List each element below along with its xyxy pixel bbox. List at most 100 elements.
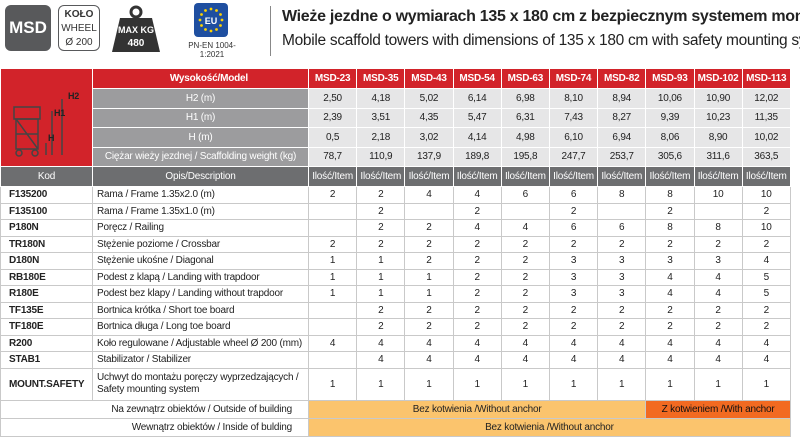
spec-value: 8,27 [597, 107, 647, 129]
spec-label: H (m) [92, 127, 309, 148]
item-desc: Stężenie ukośne / Diagonal [92, 252, 309, 270]
item-qty: 2 [452, 202, 502, 220]
qty-header: Ilość/Item [693, 166, 743, 187]
weight-ring [129, 5, 143, 19]
item-row: RB180E Podest z klapą / Landing with trap… [0, 268, 791, 286]
model-header: MSD-113 [741, 67, 791, 90]
item-qty: 6 [548, 219, 599, 237]
spec-value: 6,31 [500, 107, 550, 129]
item-qty: 2 [741, 235, 791, 253]
item-qty: 2 [356, 318, 406, 336]
item-qty: 4 [693, 268, 743, 286]
item-qty: 4 [597, 351, 647, 369]
item-desc: Poręcz / Railing [92, 219, 309, 237]
item-qty: 4 [356, 334, 406, 352]
spec-value: 305,6 [645, 146, 695, 168]
item-code: STAB1 [0, 351, 93, 369]
table-body: H2 H1 H Wysokość/Model MSD-23 MSD-35 MSD-43 MSD… [0, 67, 791, 437]
qty-header: Ilość/Item [548, 166, 599, 187]
item-code: TF180E [0, 318, 93, 336]
item-desc: Bortnica krótka / Short toe board [92, 301, 309, 319]
badge-text: Ø 200 [65, 37, 93, 48]
weight-icon: MAX KG 480 [112, 5, 160, 52]
item-qty: 4 [741, 351, 791, 369]
qty-header: Ilość/Item [404, 166, 454, 187]
item-qty: 1 [356, 285, 406, 303]
spec-value: 110,9 [356, 146, 406, 168]
spec-value: 5,47 [452, 107, 502, 129]
spec-value: 3,02 [404, 127, 454, 148]
item-qty: 2 [645, 318, 695, 336]
spec-value: 8,06 [645, 127, 695, 148]
model-header: MSD-63 [500, 67, 550, 90]
spec-label: H1 (m) [92, 107, 309, 129]
spec-value: 9,39 [645, 107, 695, 129]
item-desc: Podest z klapą / Landing with trapdoor [92, 268, 309, 286]
item-qty: 2 [356, 301, 406, 319]
item-qty: 2 [500, 301, 550, 319]
item-qty: 2 [356, 186, 406, 204]
item-qty: 3 [548, 285, 599, 303]
spec-row: Ciężar wieży jezdnej / Scaffolding weigh… [1, 146, 791, 168]
title-en: Mobile scaffold towers with dimensions o… [282, 32, 800, 49]
item-qty: 2 [693, 235, 743, 253]
item-qty: 2 [356, 202, 406, 220]
qty-header: Ilość/Item [500, 166, 550, 187]
footer-segment: Bez kotwienia /Without anchor [308, 417, 791, 437]
item-qty: 4 [645, 351, 695, 369]
badge-wheel: KOŁO WHEEL Ø 200 [58, 5, 100, 51]
item-qty [307, 351, 358, 369]
item-qty: 4 [452, 334, 502, 352]
item-qty: 1 [597, 367, 647, 401]
item-qty: 2 [500, 318, 550, 336]
spec-row: H (m) 0,5 2,18 3,02 4,14 4,98 6,10 6,94 8,06 8,90… [1, 127, 791, 148]
item-code: TR180N [0, 235, 93, 253]
item-qty: 2 [693, 301, 743, 319]
item-qty: 3 [597, 268, 647, 286]
item-qty: 2 [452, 252, 502, 270]
model-header: MSD-93 [645, 67, 695, 90]
item-qty: 2 [452, 235, 502, 253]
item-qty: 6 [597, 219, 647, 237]
item-code: R200 [0, 334, 93, 352]
header-row: H2 H1 H Wysokość/Model MSD-23 MSD-35 MSD-43 MSD… [0, 67, 791, 167]
item-row: TF135E Bortnica krótka / Short toe board 2… [0, 301, 791, 319]
item-qty: 4 [693, 351, 743, 369]
item-qty: 3 [693, 252, 743, 270]
spec-value: 6,14 [452, 88, 502, 109]
item-qty: 2 [597, 318, 647, 336]
item-qty: 1 [404, 285, 454, 303]
item-qty: 10 [741, 219, 791, 237]
item-qty: 2 [500, 252, 550, 270]
spec-value: 78,7 [307, 146, 358, 168]
eu-stars [198, 7, 224, 33]
spec-value: 6,10 [548, 127, 599, 148]
item-qty: 4 [500, 219, 550, 237]
diagram-label: H2 [68, 91, 79, 101]
badge-text: WHEEL [61, 23, 97, 34]
diagram-label: H [48, 133, 54, 143]
badge-text: MAX KG [118, 25, 154, 35]
badge-text: 480 [128, 38, 145, 49]
item-qty: 10 [741, 186, 791, 204]
item-qty: 4 [597, 334, 647, 352]
model-header: MSD-74 [548, 67, 599, 90]
item-qty: 8 [645, 186, 695, 204]
item-qty: 1 [307, 252, 358, 270]
item-qty: 1 [741, 367, 791, 401]
item-qty: 8 [597, 186, 647, 204]
item-qty: 2 [597, 301, 647, 319]
eu-badge: EU [194, 3, 228, 37]
footer-row: Na zewnątrz obiektów / Outside of buildi… [0, 399, 791, 419]
item-qty: 1 [645, 367, 695, 401]
spec-value: 11,35 [741, 107, 791, 129]
diagram-cell: H2 H1 H [0, 68, 93, 167]
item-qty: 8 [693, 219, 743, 237]
item-qty: 4 [693, 285, 743, 303]
spec-value: 195,8 [500, 146, 550, 168]
item-qty: 2 [645, 202, 695, 220]
spec-value: 10,06 [645, 88, 695, 109]
footer-segment: Z kotwieniem /With anchor [645, 399, 791, 419]
item-qty: 4 [404, 334, 454, 352]
item-code: R180E [0, 285, 93, 303]
